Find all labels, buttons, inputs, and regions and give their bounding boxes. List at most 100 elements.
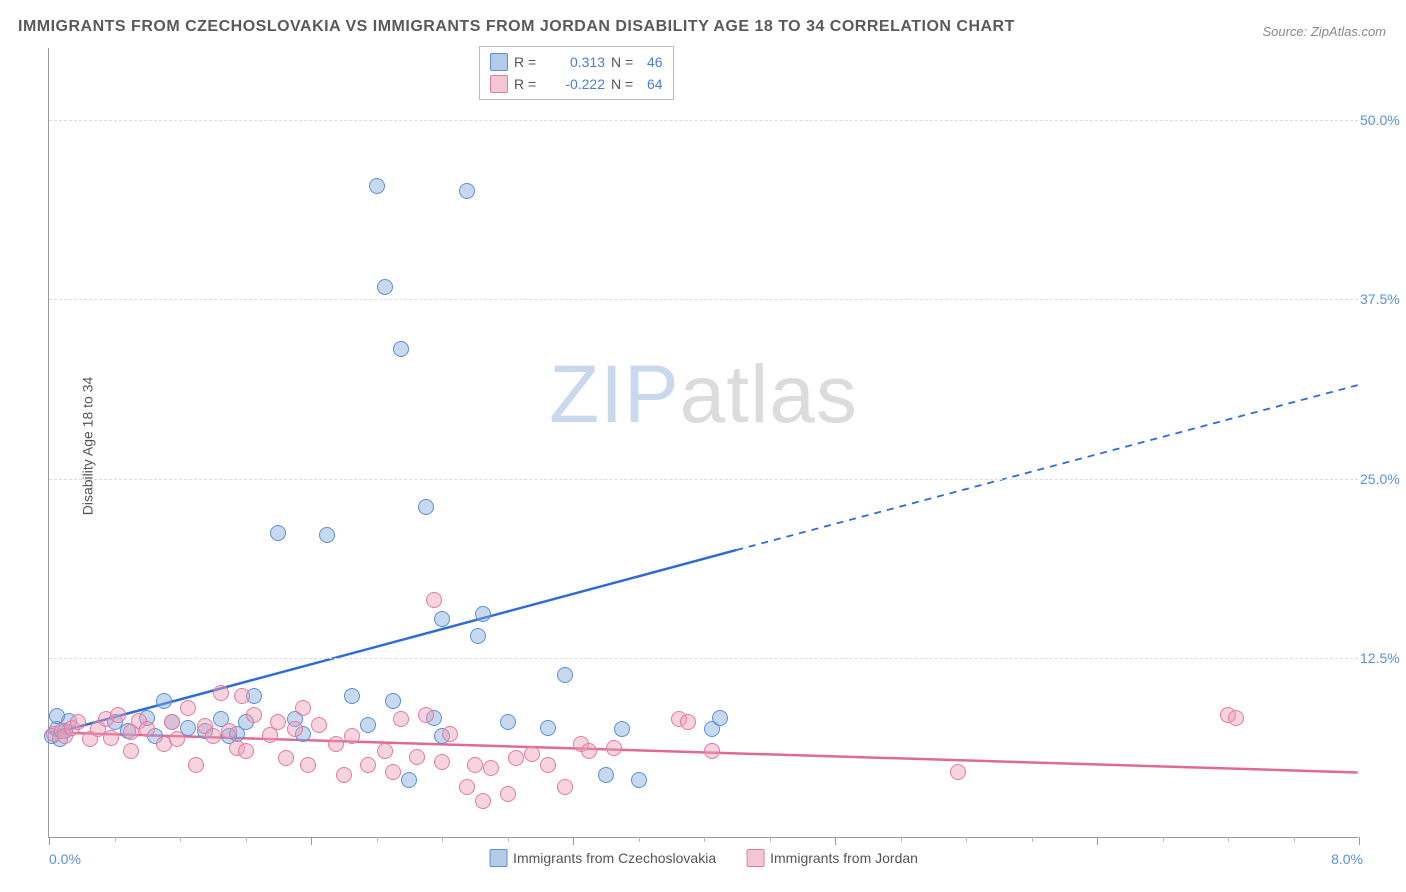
x-tick-minor	[639, 837, 640, 842]
scatter-point-pink	[300, 757, 316, 773]
x-tick-major	[49, 837, 50, 845]
scatter-point-blue	[557, 667, 573, 683]
scatter-point-blue	[434, 611, 450, 627]
scatter-point-pink	[442, 726, 458, 742]
scatter-point-pink	[467, 757, 483, 773]
scatter-point-pink	[500, 786, 516, 802]
scatter-point-blue	[377, 279, 393, 295]
scatter-point-pink	[606, 740, 622, 756]
scatter-point-pink	[581, 743, 597, 759]
legend-item-blue: Immigrants from Czechoslovakia	[489, 849, 716, 867]
scatter-point-pink	[508, 750, 524, 766]
x-tick-major	[311, 837, 312, 845]
legend-row-blue: R = 0.313 N = 46	[490, 51, 663, 73]
scatter-point-blue	[418, 499, 434, 515]
x-tick-minor	[901, 837, 902, 842]
scatter-point-pink	[311, 717, 327, 733]
correlation-legend: R = 0.313 N = 46 R = -0.222 N = 64	[479, 46, 674, 100]
legend-item-pink: Immigrants from Jordan	[746, 849, 918, 867]
scatter-point-blue	[614, 721, 630, 737]
scatter-point-blue	[712, 710, 728, 726]
scatter-point-pink	[377, 743, 393, 759]
scatter-plot: ZIPatlas R = 0.313 N = 46 R = -0.222 N =…	[48, 48, 1358, 838]
scatter-point-blue	[598, 767, 614, 783]
square-icon	[746, 849, 764, 867]
scatter-point-pink	[295, 700, 311, 716]
scatter-point-pink	[434, 754, 450, 770]
scatter-point-pink	[336, 767, 352, 783]
series-legend: Immigrants from Czechoslovakia Immigrant…	[489, 849, 918, 867]
x-tick-minor	[115, 837, 116, 842]
scatter-point-pink	[287, 721, 303, 737]
scatter-point-pink	[418, 707, 434, 723]
scatter-point-pink	[246, 707, 262, 723]
scatter-point-pink	[110, 707, 126, 723]
square-icon	[490, 75, 508, 93]
grid-line	[49, 479, 1358, 480]
x-axis-min-label: 0.0%	[49, 851, 81, 867]
scatter-point-blue	[401, 772, 417, 788]
scatter-point-pink	[483, 760, 499, 776]
scatter-point-pink	[180, 700, 196, 716]
x-tick-minor	[246, 837, 247, 842]
source-attribution: Source: ZipAtlas.com	[1262, 24, 1386, 39]
scatter-point-pink	[950, 764, 966, 780]
scatter-point-pink	[238, 743, 254, 759]
scatter-point-blue	[459, 183, 475, 199]
scatter-point-blue	[385, 693, 401, 709]
x-tick-minor	[442, 837, 443, 842]
scatter-point-pink	[426, 592, 442, 608]
grid-line	[49, 658, 1358, 659]
scatter-point-pink	[234, 688, 250, 704]
x-axis-max-label: 8.0%	[1331, 851, 1363, 867]
scatter-point-pink	[270, 714, 286, 730]
scatter-point-pink	[393, 711, 409, 727]
x-tick-major	[573, 837, 574, 845]
scatter-point-pink	[704, 743, 720, 759]
grid-line	[49, 299, 1358, 300]
scatter-point-pink	[139, 721, 155, 737]
scatter-point-pink	[70, 714, 86, 730]
x-tick-major	[835, 837, 836, 845]
scatter-point-pink	[164, 714, 180, 730]
x-tick-minor	[966, 837, 967, 842]
scatter-point-pink	[278, 750, 294, 766]
scatter-point-blue	[475, 606, 491, 622]
scatter-point-pink	[385, 764, 401, 780]
square-icon	[489, 849, 507, 867]
scatter-point-pink	[103, 730, 119, 746]
y-tick-label: 25.0%	[1360, 471, 1406, 487]
scatter-point-pink	[524, 746, 540, 762]
scatter-point-pink	[205, 728, 221, 744]
x-tick-minor	[1032, 837, 1033, 842]
scatter-point-blue	[369, 178, 385, 194]
y-tick-label: 37.5%	[1360, 291, 1406, 307]
scatter-point-pink	[459, 779, 475, 795]
scatter-point-pink	[540, 757, 556, 773]
legend-row-pink: R = -0.222 N = 64	[490, 73, 663, 95]
scatter-point-blue	[470, 628, 486, 644]
scatter-point-pink	[680, 714, 696, 730]
scatter-point-blue	[631, 772, 647, 788]
scatter-point-blue	[393, 341, 409, 357]
x-tick-major	[1097, 837, 1098, 845]
grid-line	[49, 120, 1358, 121]
x-tick-minor	[770, 837, 771, 842]
x-tick-minor	[1163, 837, 1164, 842]
scatter-point-blue	[360, 717, 376, 733]
scatter-point-blue	[270, 525, 286, 541]
scatter-point-pink	[221, 723, 237, 739]
scatter-point-pink	[169, 731, 185, 747]
x-tick-minor	[1294, 837, 1295, 842]
scatter-point-pink	[557, 779, 573, 795]
scatter-point-pink	[409, 749, 425, 765]
x-tick-minor	[704, 837, 705, 842]
watermark: ZIPatlas	[549, 348, 858, 442]
scatter-point-pink	[1228, 710, 1244, 726]
scatter-point-pink	[213, 685, 229, 701]
x-tick-minor	[1228, 837, 1229, 842]
square-icon	[490, 53, 508, 71]
scatter-point-blue	[500, 714, 516, 730]
scatter-point-pink	[123, 743, 139, 759]
scatter-point-pink	[344, 728, 360, 744]
